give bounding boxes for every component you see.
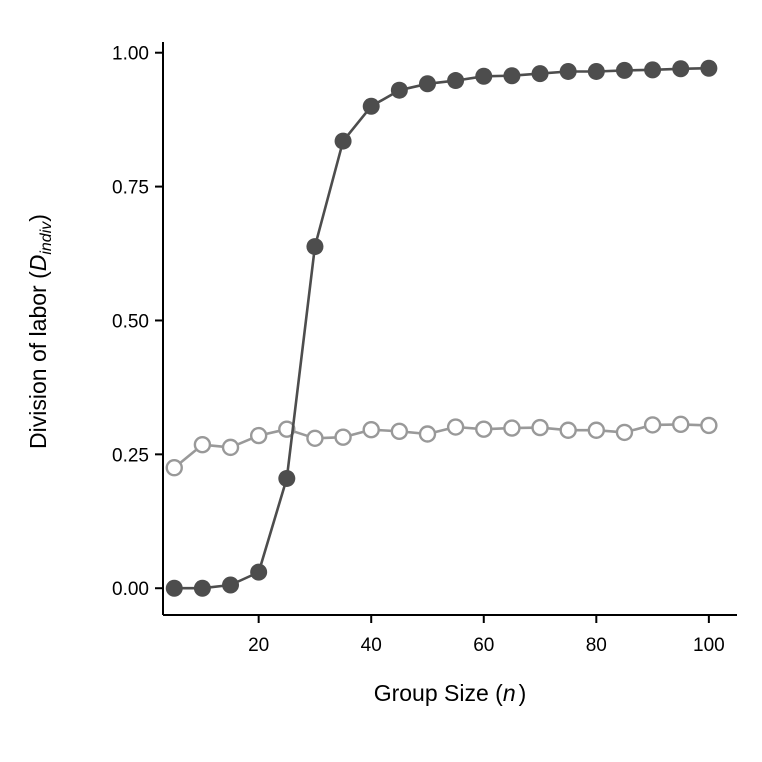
y-tick-label: 0.00	[112, 579, 149, 600]
y-tick-label: 0.25	[112, 445, 149, 466]
data-point	[165, 459, 183, 477]
data-point	[390, 422, 409, 441]
x-ticks: 20 40 60 80 100	[248, 615, 725, 656]
data-point	[221, 438, 240, 457]
x-axis-title-suffix: )	[519, 680, 527, 706]
data-point	[672, 415, 690, 434]
y-tick-label: 1.00	[112, 44, 149, 65]
series-filled	[165, 59, 718, 597]
x-tick-label: 40	[361, 635, 382, 656]
data-point	[446, 418, 465, 436]
series-open	[165, 415, 718, 477]
x-axis-title-var: n	[503, 680, 516, 706]
data-point	[390, 81, 408, 99]
data-point	[644, 61, 662, 79]
y-axis-title-var: D	[25, 255, 51, 272]
data-point	[447, 72, 465, 90]
data-point	[362, 421, 380, 439]
data-point	[193, 436, 212, 454]
x-tick-label: 100	[693, 635, 725, 656]
x-axis-title-prefix: Group Size (	[374, 680, 503, 706]
data-point	[334, 132, 352, 150]
data-point	[615, 423, 634, 442]
y-axis-title: Division of labor (Dindiv)	[25, 214, 55, 449]
data-point	[615, 61, 633, 79]
y-axis-title-sub: indiv	[38, 221, 55, 255]
data-point	[250, 563, 268, 581]
x-tick-label: 20	[248, 635, 269, 656]
data-point	[700, 416, 718, 435]
data-point	[672, 60, 690, 78]
data-point	[306, 429, 324, 447]
data-point	[503, 67, 521, 85]
data-point	[587, 421, 606, 439]
data-point	[418, 75, 436, 93]
data-point	[559, 421, 577, 439]
y-ticks: 0.00 0.25 0.50 0.75 1.00	[112, 44, 163, 600]
data-point	[531, 65, 549, 83]
x-tick-label: 80	[586, 635, 607, 656]
data-point	[278, 469, 296, 487]
data-point	[475, 420, 493, 438]
data-point	[587, 62, 605, 80]
y-tick-label: 0.75	[112, 178, 149, 199]
data-point	[222, 576, 240, 594]
data-point	[193, 579, 211, 597]
x-tick-label: 60	[473, 635, 494, 656]
data-point	[531, 418, 549, 437]
y-axis-title-suffix: )	[25, 214, 51, 222]
series-layer	[165, 59, 718, 597]
data-point	[249, 426, 268, 445]
series-line	[174, 66, 709, 590]
y-tick-label: 0.50	[112, 311, 149, 332]
data-point	[278, 420, 296, 438]
data-point	[306, 238, 324, 256]
y-axis-title-prefix: Division of labor (	[25, 271, 51, 449]
data-point	[334, 428, 352, 446]
data-point	[503, 419, 521, 437]
x-axis-title: Group Size (n)	[374, 680, 527, 706]
data-point	[418, 425, 437, 443]
data-point	[362, 97, 380, 115]
data-point	[475, 67, 493, 85]
data-point	[700, 59, 718, 77]
data-point	[559, 62, 577, 80]
data-point	[643, 416, 662, 434]
data-point	[165, 579, 183, 597]
